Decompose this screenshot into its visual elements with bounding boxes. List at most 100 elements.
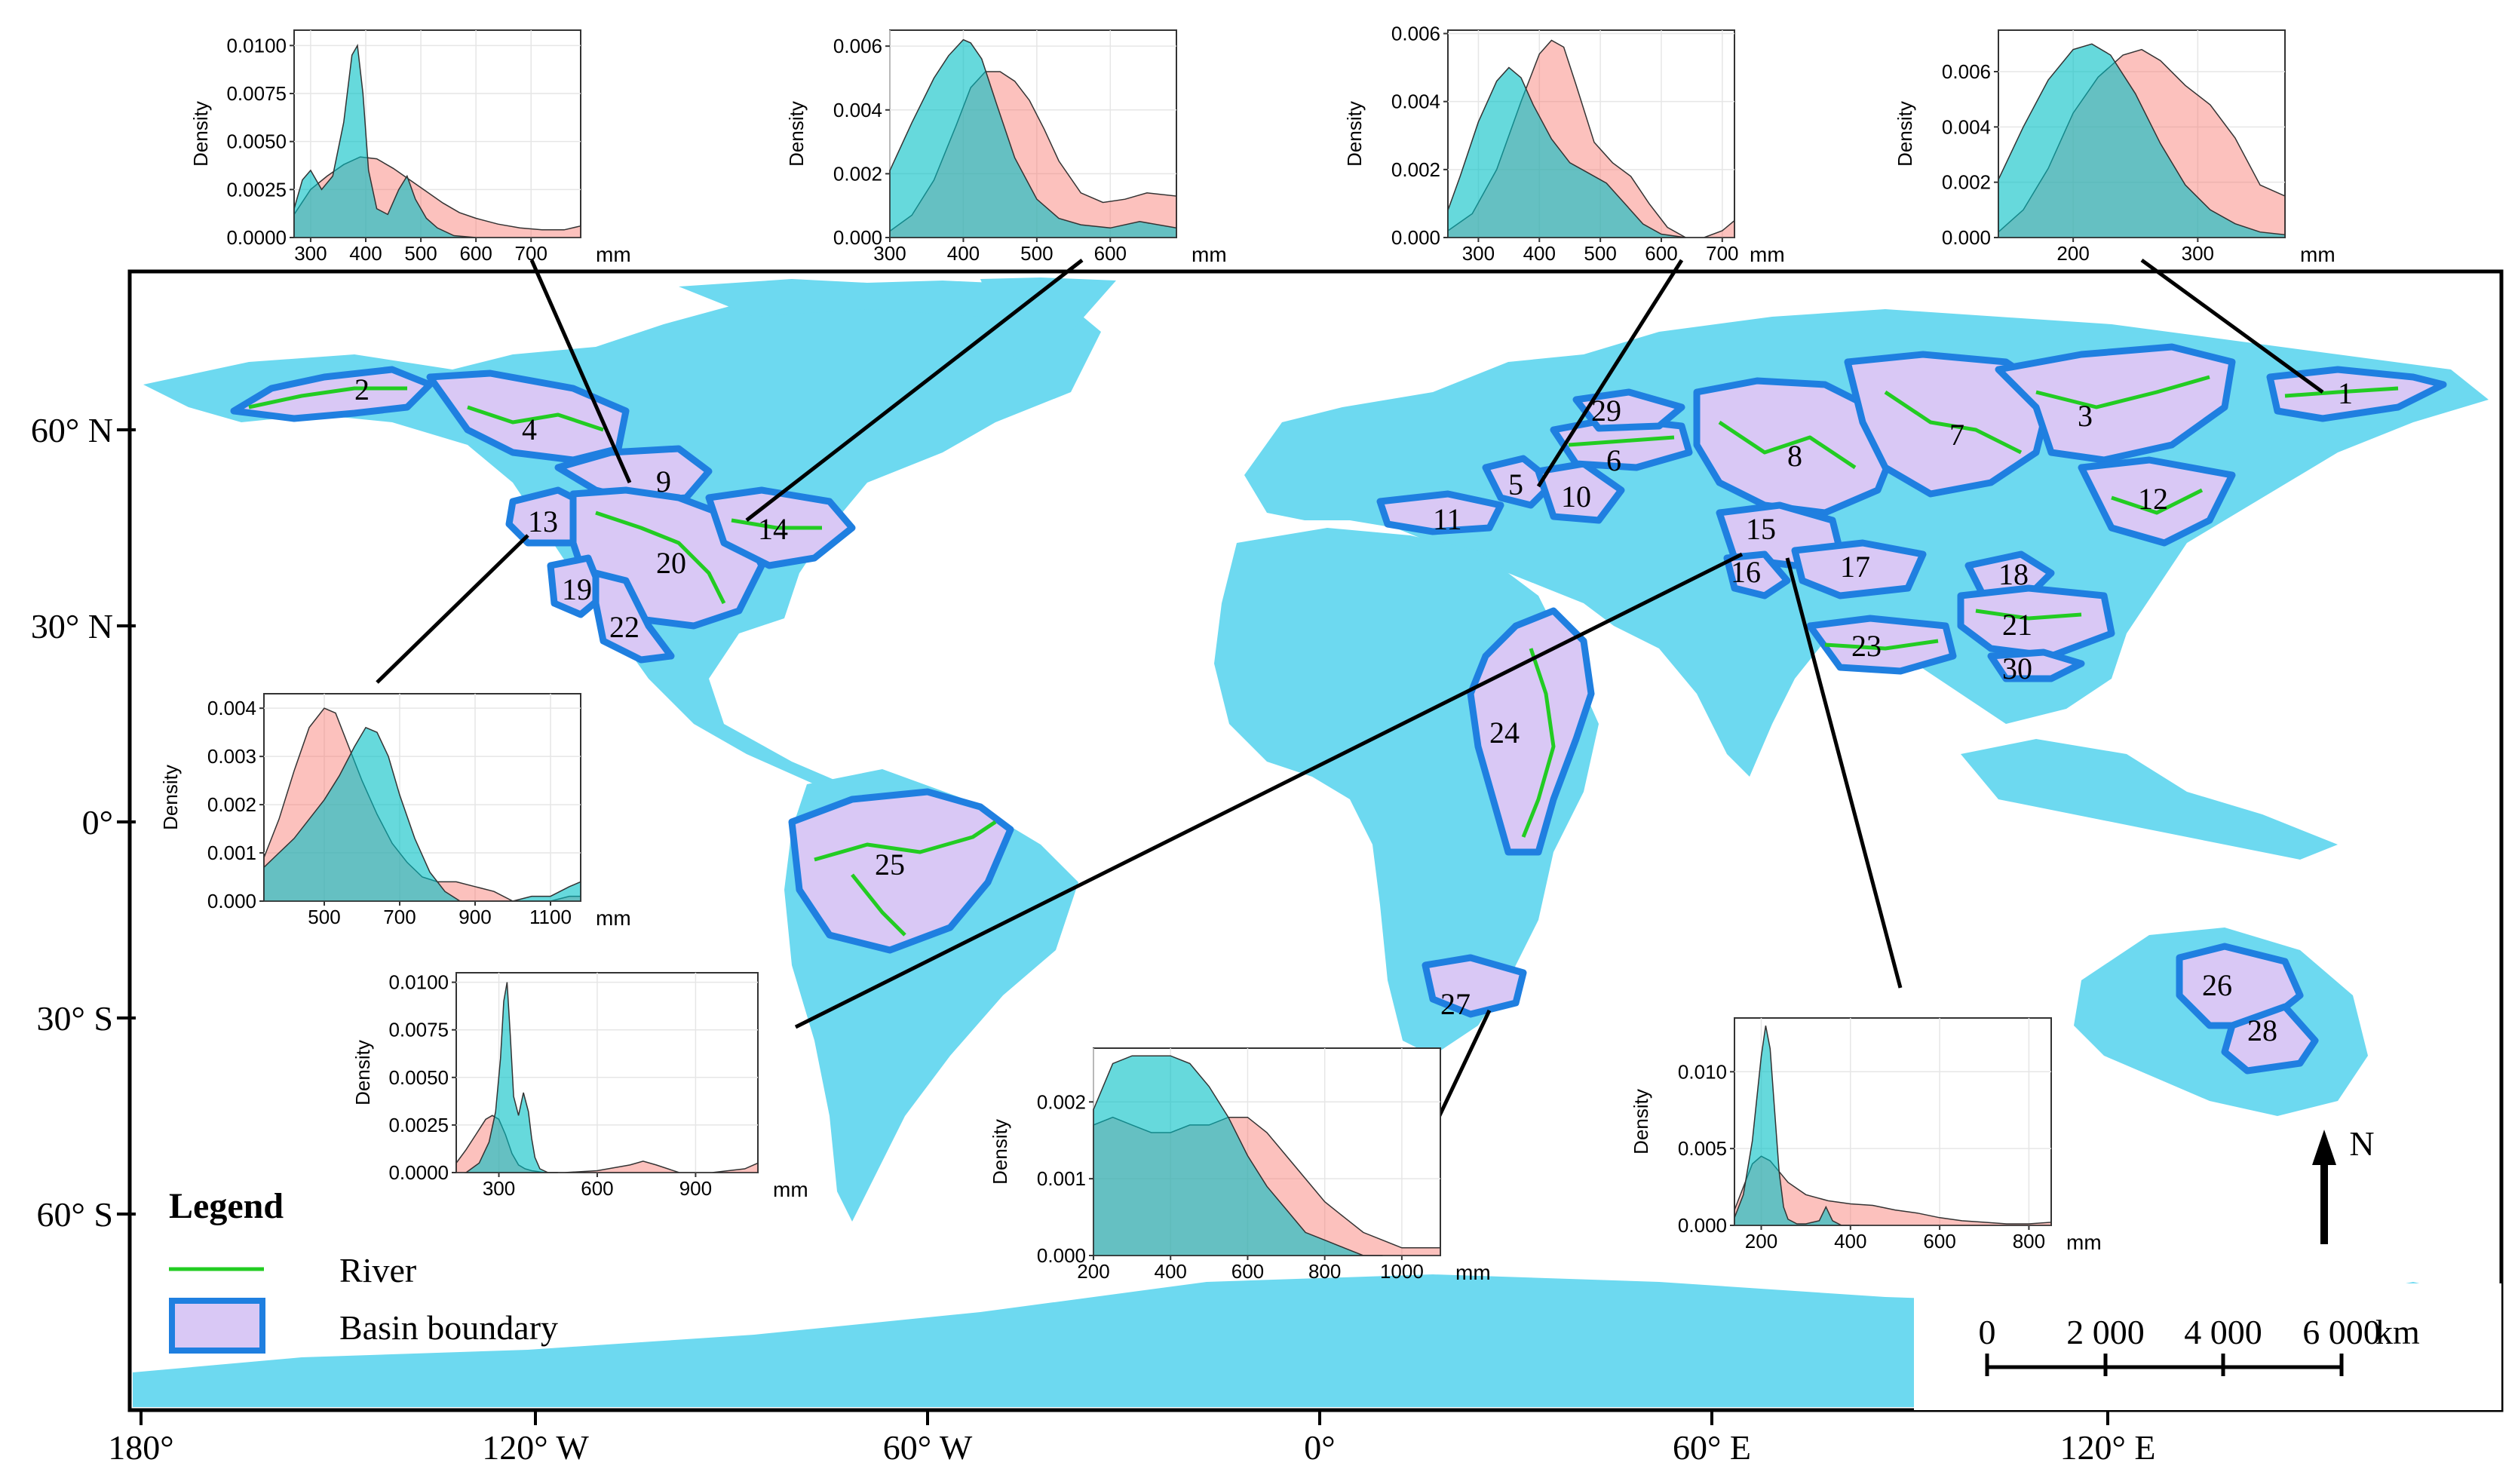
x-tick-label: 400 bbox=[1834, 1230, 1866, 1253]
scale-tick-0: 0 bbox=[1979, 1313, 1996, 1351]
north-label: N bbox=[2349, 1124, 2374, 1163]
basin-label-27: 27 bbox=[1440, 987, 1471, 1021]
basin-27[interactable] bbox=[1422, 954, 1527, 1018]
lat-label-30s: 30° S bbox=[37, 999, 113, 1038]
x-tick-label: 300 bbox=[483, 1177, 515, 1200]
greenland-land bbox=[980, 277, 1116, 377]
basin-16[interactable] bbox=[1723, 550, 1791, 599]
x-tick-label: 800 bbox=[2013, 1230, 2045, 1253]
density-series-2 bbox=[1093, 1055, 1383, 1256]
x-tick-label: 500 bbox=[404, 242, 437, 265]
y-tick-label: 0.002 bbox=[1942, 171, 1991, 194]
basin-28[interactable] bbox=[2221, 1003, 2319, 1075]
lon-label-60e: 60° E bbox=[1673, 1428, 1751, 1467]
basin-label-16: 16 bbox=[1731, 555, 1761, 589]
plot-panel bbox=[1734, 1017, 2052, 1226]
lon-label-60w: 60° W bbox=[883, 1428, 973, 1467]
basin-label-30: 30 bbox=[2002, 652, 2032, 685]
basin-25[interactable] bbox=[788, 788, 1014, 954]
y-tick-label: 0.001 bbox=[207, 842, 256, 864]
scale-bar: 0 2 000 4 000 6 000 km bbox=[1914, 1283, 2501, 1410]
density-series-2 bbox=[293, 44, 477, 238]
basin-23[interactable] bbox=[1806, 615, 1957, 675]
river-7 bbox=[1884, 390, 2023, 455]
x-tick-label: 700 bbox=[515, 242, 547, 265]
x-tick-label: 300 bbox=[873, 242, 906, 265]
basin-19[interactable] bbox=[547, 554, 607, 618]
north-arrow: N bbox=[2312, 1124, 2375, 1244]
basin-label-5: 5 bbox=[1508, 468, 1523, 501]
y-tick-label: 0.003 bbox=[207, 745, 256, 768]
basin-21[interactable] bbox=[1957, 584, 2115, 660]
x-tick-label: 1000 bbox=[1380, 1260, 1424, 1283]
river-21 bbox=[1975, 609, 2082, 621]
density-series-2 bbox=[1998, 43, 2286, 238]
x-tick-label: 200 bbox=[1745, 1230, 1777, 1253]
lon-label-120e: 120° E bbox=[2060, 1428, 2156, 1467]
basin-24[interactable] bbox=[1467, 607, 1595, 856]
lon-label-0: 0° bbox=[1304, 1428, 1335, 1467]
y-tick-label: 0.010 bbox=[1678, 1060, 1727, 1083]
river-4 bbox=[467, 405, 604, 432]
scale-tick-6000: 6 000 bbox=[2302, 1313, 2381, 1351]
basin-11[interactable] bbox=[1376, 490, 1504, 535]
basin-label-18: 18 bbox=[1998, 557, 2029, 591]
basin-22[interactable] bbox=[592, 569, 675, 664]
lon-label-120w: 120° W bbox=[482, 1428, 589, 1467]
legend-title: Legend bbox=[169, 1186, 284, 1226]
x-tick-label: 900 bbox=[679, 1177, 712, 1200]
basin-29[interactable] bbox=[1572, 388, 1685, 432]
river-2 bbox=[248, 386, 407, 409]
x-unit-label: mm bbox=[2300, 243, 2336, 266]
y-tick-label: 0.0000 bbox=[226, 226, 287, 249]
y-axis-label: Density bbox=[189, 101, 212, 167]
y-axis-label: Density bbox=[1630, 1089, 1652, 1154]
density-series-2 bbox=[464, 982, 558, 1173]
basin-label-4: 4 bbox=[522, 412, 537, 446]
y-tick-label: 0.005 bbox=[1678, 1137, 1727, 1160]
x-tick-label: 500 bbox=[1020, 242, 1053, 265]
x-tick-label: 400 bbox=[1523, 242, 1556, 265]
basin-label-21: 21 bbox=[2002, 608, 2032, 642]
lat-label-60s: 60° S bbox=[37, 1195, 113, 1234]
y-tick-label: 0.0025 bbox=[226, 178, 287, 201]
y-tick-label: 0.006 bbox=[1391, 23, 1440, 45]
basin-8[interactable] bbox=[1693, 377, 1897, 517]
basin-label-12: 12 bbox=[2138, 482, 2168, 516]
y-tick-label: 0.000 bbox=[207, 890, 256, 912]
river-14 bbox=[731, 518, 822, 530]
y-tick-label: 0.0050 bbox=[388, 1066, 449, 1089]
y-tick-label: 0.002 bbox=[833, 162, 882, 185]
basin-17[interactable] bbox=[1791, 539, 1927, 599]
basin-label-11: 11 bbox=[1433, 502, 1462, 536]
scale-unit: km bbox=[2375, 1313, 2420, 1351]
legend-river-label: River bbox=[339, 1251, 417, 1289]
basin-1[interactable] bbox=[2266, 366, 2447, 422]
x-tick-label: 400 bbox=[349, 242, 382, 265]
y-tick-label: 0.002 bbox=[1391, 158, 1440, 181]
basin-12[interactable] bbox=[2078, 456, 2236, 547]
x-tick-label: 400 bbox=[1155, 1260, 1187, 1283]
basin-label-28: 28 bbox=[2247, 1013, 2277, 1047]
y-tick-label: 0.004 bbox=[1391, 90, 1440, 113]
y-tick-label: 0.006 bbox=[1942, 60, 1991, 83]
lat-axis: 60° N 30° N 0° 30° S 60° S bbox=[31, 411, 136, 1234]
basin-label-25: 25 bbox=[875, 848, 905, 882]
y-tick-label: 0.0050 bbox=[226, 130, 287, 153]
river-1 bbox=[2284, 386, 2399, 398]
basin-30[interactable] bbox=[1987, 648, 2085, 682]
basin-label-layer: 1 2 3 4 5 6 7 8 9 10 11 12 13 14 15 16 1… bbox=[354, 373, 2353, 1047]
y-tick-label: 0.002 bbox=[207, 793, 256, 816]
x-tick-label: 700 bbox=[383, 906, 416, 928]
basin-label-19: 19 bbox=[562, 572, 592, 606]
scale-tick-4000: 4 000 bbox=[2184, 1313, 2262, 1351]
basin-2[interactable] bbox=[230, 366, 434, 422]
y-axis-label: Density bbox=[1343, 101, 1366, 167]
river-23 bbox=[1824, 639, 1939, 651]
y-axis-label: Density bbox=[159, 765, 182, 830]
legend-basin-label: Basin boundary bbox=[339, 1308, 559, 1347]
x-unit-label: mm bbox=[2066, 1231, 2102, 1254]
lat-label-0: 0° bbox=[82, 803, 113, 842]
lat-label-60n: 60° N bbox=[31, 411, 113, 449]
